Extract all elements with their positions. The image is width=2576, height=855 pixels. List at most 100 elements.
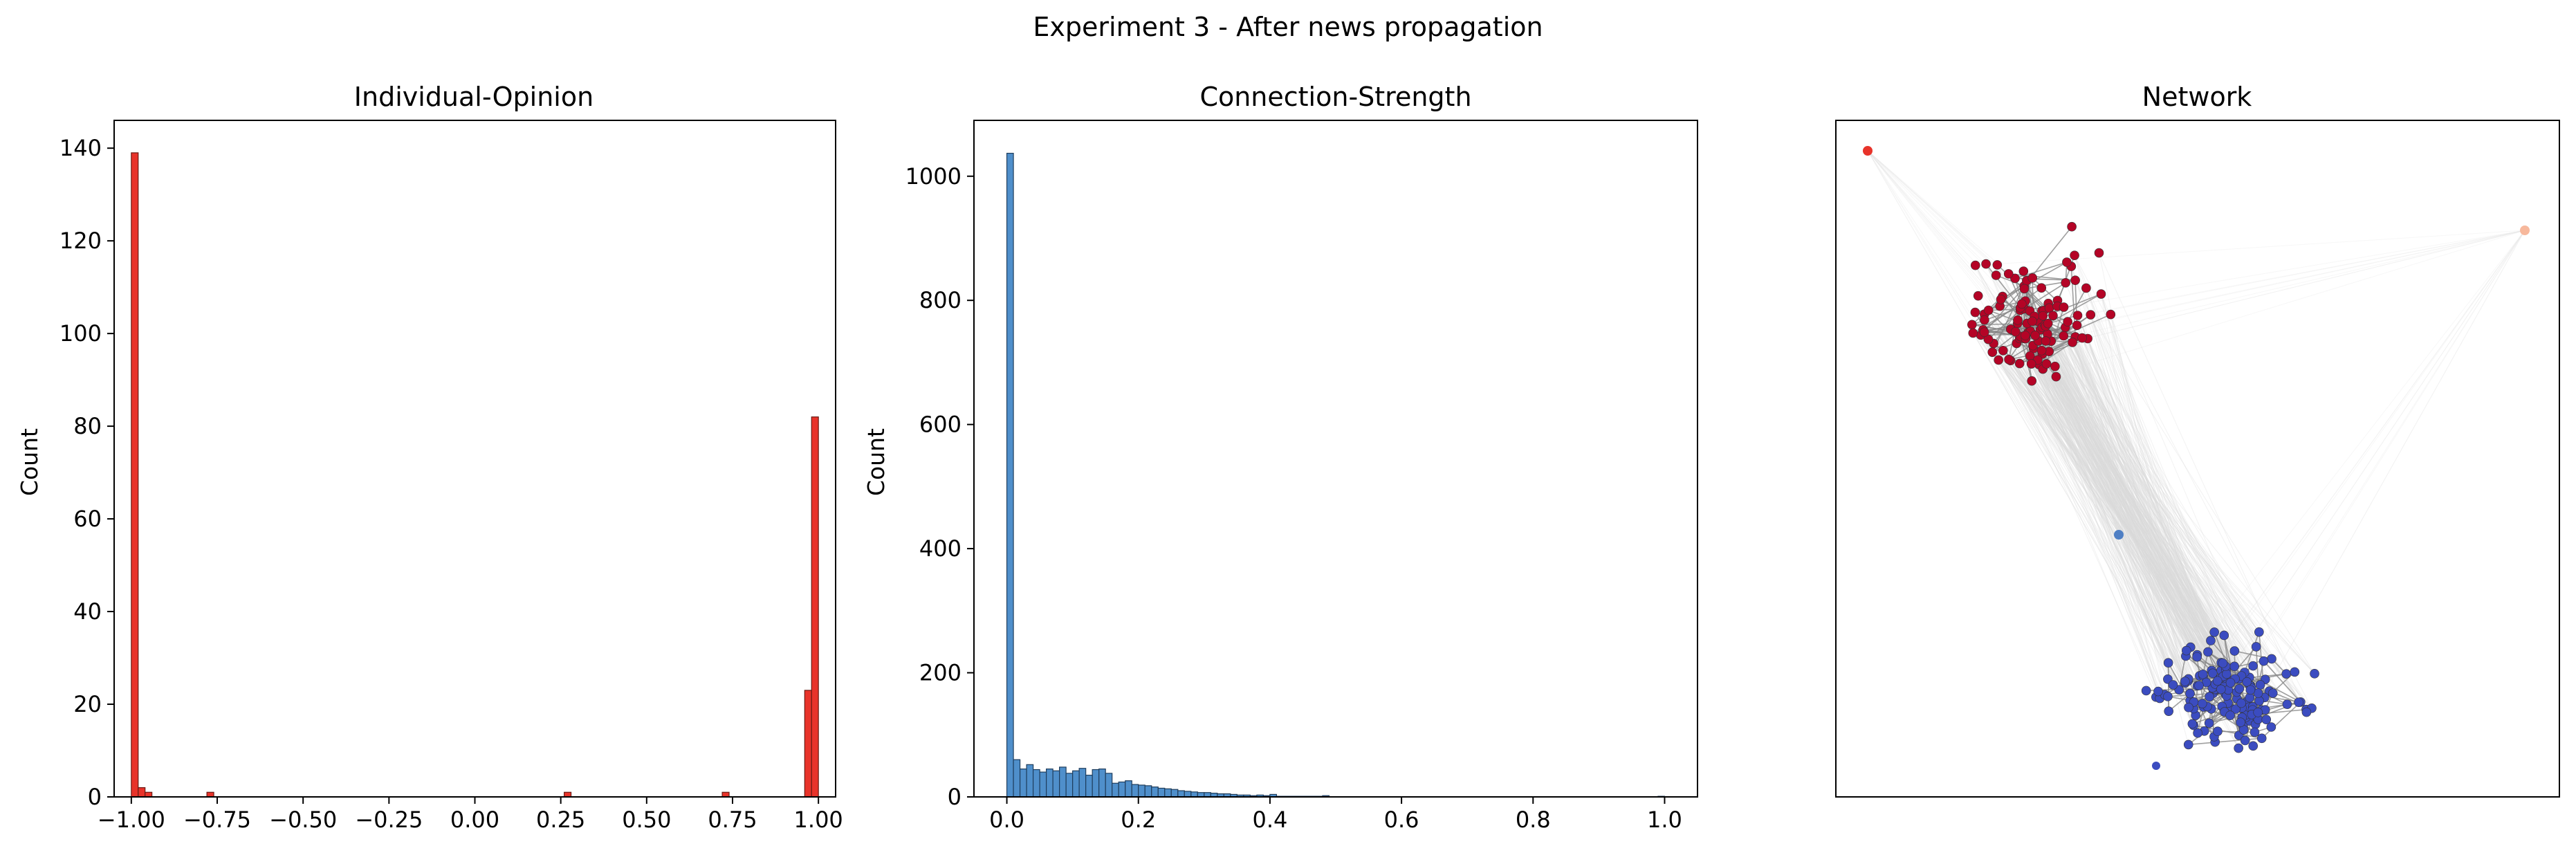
network-edge [2037,321,2216,690]
network-edge [2090,314,2315,674]
network-edge [2043,310,2211,641]
network-node [2192,652,2202,662]
network-edge [2087,338,2194,702]
network-edge [2057,300,2235,652]
network-node [2254,627,2264,637]
network-edge [2261,701,2301,739]
network-edge [1971,324,2256,725]
network-node [1970,307,1980,318]
network-edge [2070,266,2225,712]
network-edge [2032,345,2238,692]
network-edge [2025,300,2211,641]
network-edge [1975,312,2272,659]
network-edge [2050,314,2091,342]
network-edge [2202,230,2526,677]
y-tick-label: 1000 [905,163,962,190]
network-edge [2025,336,2229,704]
network-edge [2065,327,2253,710]
network-node [2245,685,2256,695]
network-node [2256,733,2267,744]
network-edge [2052,315,2251,690]
network-edge [2012,329,2274,694]
network-edge [2099,252,2189,679]
network-edge [2045,326,2256,719]
network-edge [2019,338,2189,708]
network-node [2184,702,2193,712]
network-edge [2041,350,2242,677]
network-edge [2023,288,2212,671]
network-edge [2054,366,2312,709]
network-edge [2041,350,2194,709]
x-tick-label: 0.50 [622,807,671,833]
network-node [2261,715,2272,724]
network-edge [1867,150,2039,342]
network-edge [2045,340,2211,641]
network-edge [2023,286,2208,707]
y-tick-label: 60 [73,506,102,532]
network-edge [2077,315,2226,683]
network-edge [2039,364,2180,690]
network-edge [2008,359,2235,652]
network-edge [2032,277,2212,710]
network-edge [1980,335,2261,686]
network-edge [2008,359,2245,673]
network-edge [2020,310,2274,694]
network-edge [2042,315,2205,708]
network-edge [2025,335,2238,692]
network-edge [2010,329,2229,704]
network-edge [2038,340,2213,688]
histogram-bar [1019,769,1027,798]
network-edge [2244,230,2526,673]
network-edge [1975,312,2251,690]
y-tick-label: 800 [919,287,962,313]
network-edge [2010,329,2235,667]
network-node [2072,311,2083,320]
network-edge [2040,329,2315,674]
network-node [2003,269,2014,279]
panel-individual-opinion-ylabel: Count [16,428,43,496]
histogram-bar [206,791,214,798]
network-node [2036,345,2047,356]
network-edge [2030,356,2250,678]
network-edge [1867,150,2312,709]
network-node [1987,347,1998,357]
network-node [2258,656,2269,666]
network-edge [2025,300,2191,647]
network-edge [2248,230,2526,721]
figure-suptitle: Experiment 3 - After news propagation [1033,12,1543,42]
histogram-bar [1131,784,1139,798]
network-node [2242,677,2252,687]
network-edge [2057,300,2210,697]
network-edge [2030,331,2212,671]
network-node [2086,310,2096,320]
network-edge [2023,270,2218,681]
network-edge [2074,255,2312,709]
network-edge [2025,300,2215,633]
network-edge [2077,315,2231,683]
network-node [1992,260,2003,270]
network-edge [1975,265,2157,697]
network-edge [2202,640,2211,674]
network-node [2182,645,2191,656]
network-edge [2065,327,2240,689]
network-node [2301,707,2312,717]
network-edge [1867,150,2205,732]
network-edge [2017,320,2226,695]
histogram-bar [1125,780,1132,798]
network-edge [1988,339,2229,681]
network-edge [2034,335,2260,632]
network-edge [2057,306,2196,716]
bars-group [1006,152,1666,798]
cluster-nodes [1967,221,2116,386]
network-edge [2026,280,2258,713]
network-edge [2090,314,2241,723]
network-edge [2099,252,2307,712]
network-edge [1982,329,2222,671]
network-edge [2017,323,2193,724]
network-edge [2023,338,2264,661]
network-edge [2012,329,2227,696]
histogram-bar [1078,768,1087,798]
network-node [1863,146,1873,156]
network-edge [2045,326,2205,731]
network-edge [1985,264,2216,742]
